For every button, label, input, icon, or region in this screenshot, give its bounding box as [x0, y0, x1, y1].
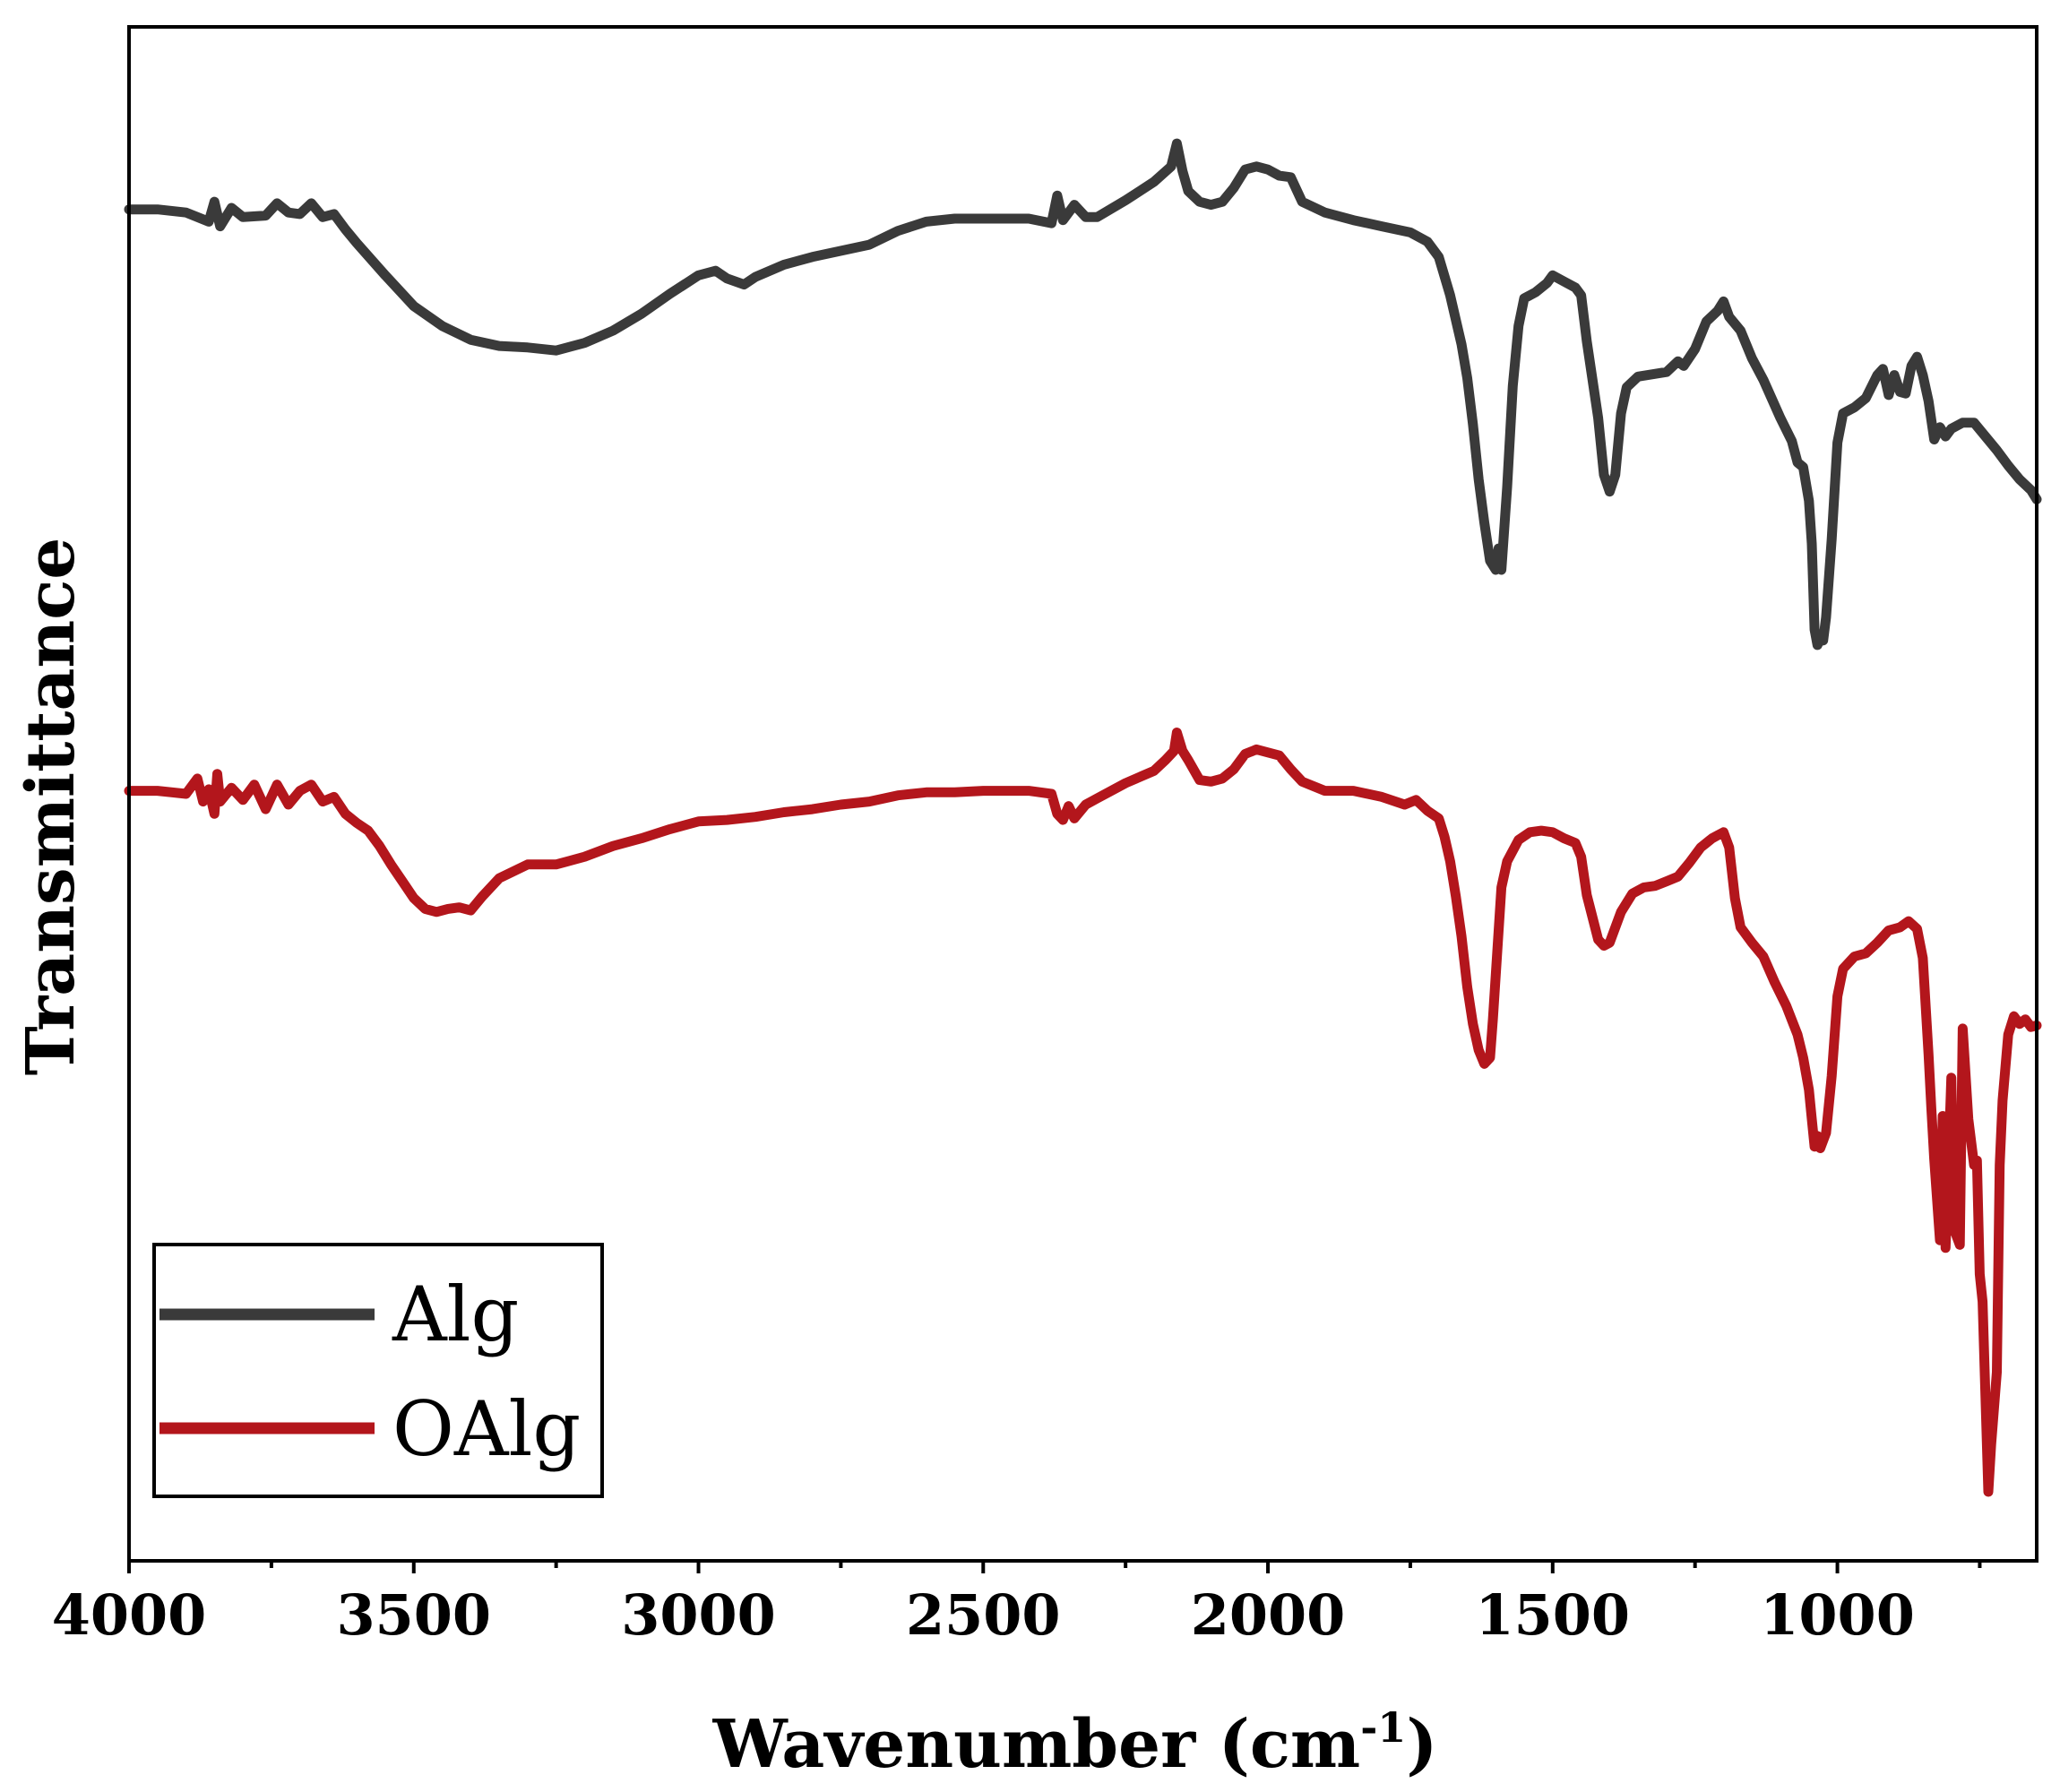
- x-tick-label: 3500: [336, 1582, 491, 1648]
- x-axis: 4000 3500 3000 2500 2000 1500 1000: [52, 1561, 1982, 1648]
- plot-area: [124, 25, 2042, 1563]
- x-tick-label: 1000: [1760, 1582, 1915, 1648]
- x-axis-title-superscript: -1: [1360, 1703, 1406, 1752]
- x-tick-label: 1500: [1476, 1582, 1631, 1648]
- y-axis-title: Transmittance: [13, 538, 90, 1076]
- x-tick-label: 2000: [1191, 1582, 1346, 1648]
- plot-frame: [127, 25, 2038, 1563]
- legend: Alg OAlg: [152, 1243, 604, 1498]
- x-axis-title: Wavenumber (cm-1): [712, 1703, 1438, 1783]
- x-axis-title-main: Wavenumber (cm: [712, 1706, 1361, 1783]
- series-line-oalg: [124, 728, 2042, 1497]
- legend-label-alg: Alg: [392, 1271, 519, 1358]
- x-tick-label: 2500: [906, 1582, 1061, 1648]
- series-line-alg: [124, 138, 2042, 650]
- legend-box: [152, 1243, 604, 1498]
- series-layer: [124, 138, 2042, 1497]
- x-tick-label: 3000: [621, 1582, 776, 1648]
- legend-label-oalg: OAlg: [392, 1385, 581, 1473]
- x-tick-label: 4000: [52, 1582, 207, 1648]
- x-axis-title-close: ): [1406, 1706, 1437, 1783]
